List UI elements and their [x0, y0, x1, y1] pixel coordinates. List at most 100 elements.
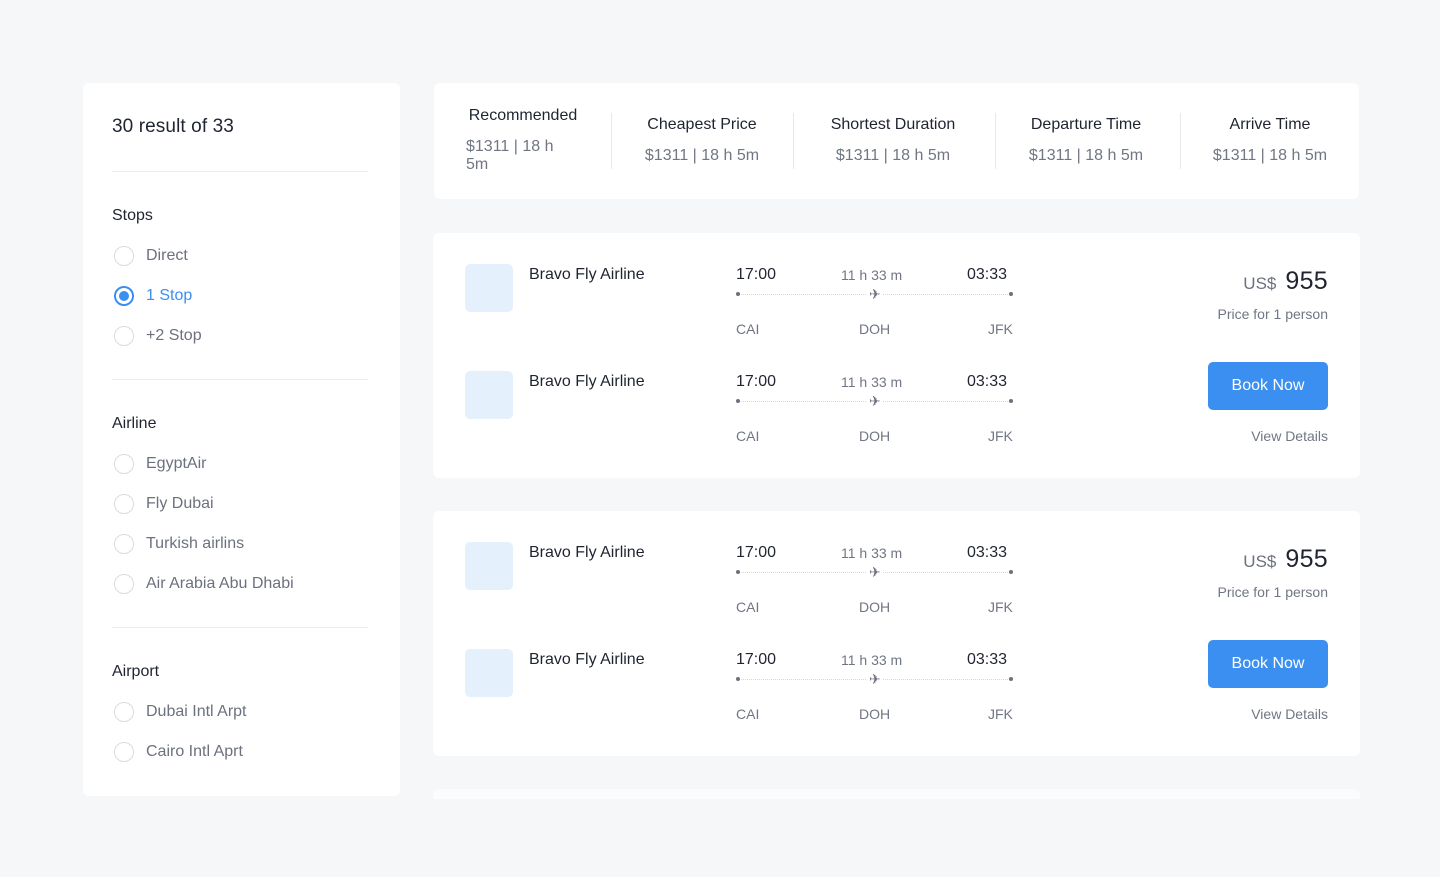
radio-icon[interactable] — [114, 494, 134, 514]
stopover-code: DOH — [859, 321, 891, 337]
origin-code: CAI — [736, 706, 760, 722]
arrival-time: 03:33 — [967, 266, 1008, 283]
view-details-link[interactable]: View Details — [1251, 428, 1328, 444]
sort-tab-label: Cheapest Price — [647, 115, 757, 133]
stop-option-1-stop[interactable]: 1 Stop — [114, 285, 192, 307]
radio-icon[interactable] — [114, 574, 134, 594]
option-label: Direct — [146, 247, 188, 264]
airplane-icon: ✈ — [867, 669, 883, 689]
book-now-button[interactable]: Book Now — [1208, 640, 1328, 688]
sort-tab-label: Arrive Time — [1229, 115, 1311, 133]
divider — [112, 379, 368, 380]
divider — [112, 171, 368, 172]
arrival-time: 03:33 — [967, 373, 1008, 390]
stops-title: Stops — [112, 207, 153, 224]
filter-sidebar: 30 result of 33 Stops Direct 1 Stop +2 S… — [83, 83, 400, 796]
airline-option-turkish[interactable]: Turkish airlins — [114, 533, 244, 555]
flight-duration: 11 h 33 m — [841, 545, 903, 561]
airline-logo — [465, 542, 513, 590]
destination-code: JFK — [988, 599, 1013, 615]
view-details-link[interactable]: View Details — [1251, 706, 1328, 722]
radio-icon[interactable] — [114, 454, 134, 474]
airline-name: Bravo Fly Airline — [529, 373, 645, 390]
airline-option-air-arabia[interactable]: Air Arabia Abu Dhabi — [114, 573, 294, 595]
radio-icon[interactable] — [114, 702, 134, 722]
airplane-icon: ✈ — [867, 562, 883, 582]
airline-logo — [465, 649, 513, 697]
option-label: Cairo Intl Aprt — [146, 743, 243, 760]
airline-option-egyptair[interactable]: EgyptAir — [114, 453, 206, 475]
airplane-icon: ✈ — [867, 284, 883, 304]
destination-code: JFK — [988, 428, 1013, 444]
next-flight-card — [433, 789, 1360, 799]
radio-icon[interactable] — [114, 246, 134, 266]
arrival-time: 03:33 — [967, 651, 1008, 668]
radio-checked-icon[interactable] — [114, 286, 134, 306]
airline-name: Bravo Fly Airline — [529, 544, 645, 561]
sort-tab-label: Recommended — [468, 106, 578, 124]
divider — [1180, 113, 1181, 169]
currency: US$ — [1243, 552, 1277, 571]
airline-option-fly-dubai[interactable]: Fly Dubai — [114, 493, 214, 515]
divider — [112, 627, 368, 628]
destination-code: JFK — [988, 706, 1013, 722]
option-label: 1 Stop — [146, 287, 193, 304]
origin-dot — [736, 570, 740, 574]
sort-tab-departure[interactable]: Departure Time $1311 | 18 h 5m — [1026, 83, 1146, 199]
sort-tab-recommended[interactable]: Recommended $1311 | 18 h 5m — [466, 83, 580, 199]
flight-duration: 11 h 33 m — [841, 652, 903, 668]
destination-dot — [1009, 570, 1013, 574]
sort-tab-cheapest[interactable]: Cheapest Price $1311 | 18 h 5m — [642, 83, 762, 199]
origin-dot — [736, 399, 740, 403]
departure-time: 17:00 — [736, 373, 777, 390]
origin-code: CAI — [736, 599, 760, 615]
airport-option-cairo[interactable]: Cairo Intl Aprt — [114, 741, 243, 763]
airport-option-dubai[interactable]: Dubai Intl Arpt — [114, 701, 247, 723]
option-label: EgyptAir — [146, 455, 207, 472]
arrival-time: 03:33 — [967, 544, 1008, 561]
radio-icon[interactable] — [114, 326, 134, 346]
result-count: 30 result of 33 — [112, 116, 234, 137]
flight-leg: Bravo Fly Airline 17:00 11 h 33 m 03:33 … — [433, 264, 1033, 344]
airline-name: Bravo Fly Airline — [529, 651, 645, 668]
airline-name: Bravo Fly Airline — [529, 266, 645, 283]
departure-time: 17:00 — [736, 651, 777, 668]
price: US$ 955 — [1243, 545, 1328, 574]
price-amount: 955 — [1285, 267, 1328, 295]
stop-option-2-stop[interactable]: +2 Stop — [114, 325, 202, 347]
sort-tab-value: $1311 | 18 h 5m — [1028, 146, 1144, 164]
stop-option-direct[interactable]: Direct — [114, 245, 188, 267]
origin-dot — [736, 677, 740, 681]
price-note: Price for 1 person — [1217, 306, 1329, 322]
option-label: Turkish airlins — [146, 535, 245, 552]
stopover-code: DOH — [859, 706, 891, 722]
departure-time: 17:00 — [736, 544, 777, 561]
flight-card: Bravo Fly Airline 17:00 11 h 33 m 03:33 … — [433, 511, 1360, 756]
currency: US$ — [1243, 274, 1277, 293]
stopover-code: DOH — [859, 599, 891, 615]
flight-duration: 11 h 33 m — [841, 267, 903, 283]
sort-tab-arrive[interactable]: Arrive Time $1311 | 18 h 5m — [1210, 83, 1330, 199]
sort-tab-shortest[interactable]: Shortest Duration $1311 | 18 h 5m — [824, 83, 962, 199]
divider — [995, 113, 996, 169]
sort-tab-value: $1311 | 18 h 5m — [466, 137, 554, 173]
option-label: Dubai Intl Arpt — [146, 703, 247, 720]
option-label: Air Arabia Abu Dhabi — [146, 575, 294, 592]
destination-code: JFK — [988, 321, 1013, 337]
sort-bar: Recommended $1311 | 18 h 5m Cheapest Pri… — [434, 83, 1359, 199]
radio-icon[interactable] — [114, 742, 134, 762]
option-label: +2 Stop — [146, 327, 202, 344]
airport-title: Airport — [112, 663, 160, 680]
sort-tab-value: $1311 | 18 h 5m — [835, 146, 951, 164]
divider — [793, 113, 794, 169]
stopover-code: DOH — [859, 428, 891, 444]
departure-time: 17:00 — [736, 266, 777, 283]
sort-tab-label: Departure Time — [1030, 115, 1142, 133]
price-amount: 955 — [1285, 545, 1328, 573]
radio-icon[interactable] — [114, 534, 134, 554]
origin-dot — [736, 292, 740, 296]
flight-card: Bravo Fly Airline 17:00 11 h 33 m 03:33 … — [433, 233, 1360, 478]
book-now-button[interactable]: Book Now — [1208, 362, 1328, 410]
airline-title: Airline — [112, 415, 157, 432]
flight-leg: Bravo Fly Airline 17:00 11 h 33 m 03:33 … — [433, 542, 1033, 622]
